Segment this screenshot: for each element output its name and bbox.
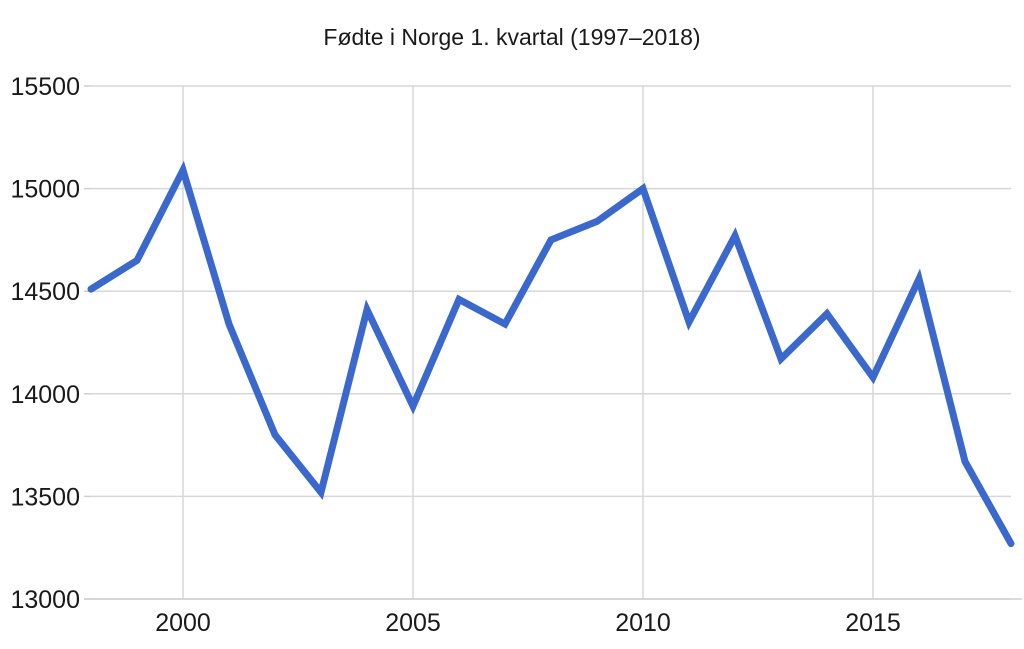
chart-title: Fødte i Norge 1. kvartal (1997–2018) [323, 24, 701, 50]
x-tick-label: 2015 [845, 609, 901, 637]
y-tick-label: 13000 [10, 586, 80, 614]
y-tick-label: 13500 [10, 483, 80, 511]
x-tick-label: 2010 [615, 609, 671, 637]
y-tick-label: 15500 [10, 73, 80, 101]
data-line [87, 160, 1015, 548]
x-tick-label: 2005 [385, 609, 441, 637]
y-tick-label: 14500 [10, 278, 80, 306]
y-tick-label: 15000 [10, 176, 80, 204]
y-tick-label: 14000 [10, 381, 80, 409]
x-tick-label: 2000 [155, 609, 211, 637]
